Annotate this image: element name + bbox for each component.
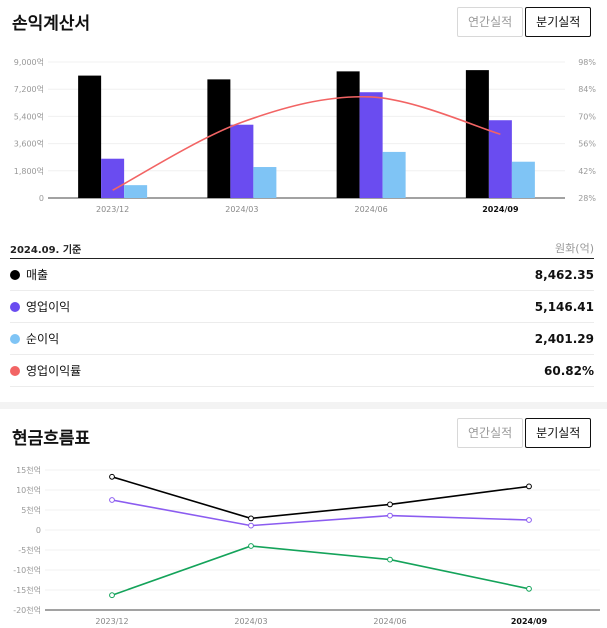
x-tick-label: 2024/03 (225, 205, 258, 214)
line-series-2 (111, 499, 530, 527)
y-tick-label: 9,000억 (14, 57, 44, 67)
y-tick-label: 0 (39, 194, 44, 203)
line-series-1 (111, 476, 530, 520)
legend-dot-net-income (10, 333, 20, 344)
bar-순이익 (253, 167, 277, 198)
bar-영업이익 (488, 120, 512, 198)
y2-tick-label: 84% (578, 85, 596, 94)
y-tick-label: 5천억 (21, 505, 41, 515)
row-value: 5,146.41 (534, 299, 594, 314)
x-tick-label: 2023/12 (96, 205, 129, 214)
point-series-2 (248, 522, 254, 529)
point-series-1 (526, 483, 532, 490)
legend-dot-operating-profit (10, 301, 20, 312)
basis-date: 2024.09. 기준 (10, 245, 82, 256)
cashflow-chart: -20천억 -15천억 -10천억 -5천억 0 5천억 10천억 15천억 2023/12 20… (13, 465, 600, 626)
y2-tick-label: 70% (578, 112, 596, 121)
bar-매출 (336, 71, 360, 198)
summary-row-operating-profit: 영업이익 5,146.41 (10, 291, 594, 323)
bar-순이익 (124, 185, 148, 198)
point-series-1 (248, 515, 254, 522)
summary-row-net-income: 순이익 2,401.29 (10, 323, 594, 355)
y-tick-label: 3,600억 (14, 139, 44, 149)
bar-매출 (207, 79, 231, 198)
point-series-2 (526, 517, 532, 523)
row-label: 순이익 (26, 332, 60, 346)
income-title: 손익계산서 (12, 14, 91, 34)
bar-영업이익 (230, 124, 254, 198)
summary-row-revenue: 매출 8,462.35 (10, 259, 594, 291)
income-chart: 0 1,800억 3,600억 5,400억 7,200억 9,000억 28% 42% 56%… (14, 57, 597, 214)
y-tick-label: 7,200억 (14, 84, 44, 94)
summary-header: 2024.09. 기준 원화(억) (10, 232, 594, 259)
row-label: 영업이익 (26, 300, 71, 314)
y-tick-label: 10천억 (16, 485, 41, 495)
row-value: 60.82% (544, 363, 594, 378)
cashflow-toggle: 연간실적 분기실적 (457, 418, 592, 448)
x-tick-label: 2024/06 (355, 205, 388, 214)
cashflow-quarterly-button[interactable]: 분기실적 (525, 418, 592, 448)
cashflow-title: 현금흐름표 (12, 429, 91, 449)
x-tick-label: 2023/12 (95, 617, 128, 626)
y-tick-label: -15천억 (13, 585, 41, 595)
bar-영업이익 (101, 158, 125, 198)
x-tick-label: 2024/06 (373, 617, 406, 626)
row-label: 매출 (26, 268, 49, 282)
point-series-3 (109, 592, 115, 599)
bar-매출 (78, 75, 102, 198)
point-series-2 (109, 497, 115, 503)
y-tick-label: 0 (36, 526, 41, 535)
row-value: 2,401.29 (534, 331, 594, 346)
income-toggle: 연간실적 분기실적 (457, 7, 592, 37)
income-annual-button[interactable]: 연간실적 (457, 7, 524, 37)
income-quarterly-button[interactable]: 분기실적 (525, 7, 592, 37)
point-series-1 (109, 473, 115, 480)
point-series-3 (387, 556, 393, 563)
y-tick-label: 5,400억 (14, 111, 44, 121)
y-tick-label: -10천억 (13, 565, 41, 575)
legend-dot-operating-margin (10, 365, 20, 376)
bar-매출 (465, 70, 489, 198)
y2-tick-label: 98% (578, 58, 596, 67)
x-tick-label: 2024/09 (482, 205, 519, 214)
point-series-2 (387, 512, 393, 519)
y-tick-label: 15천억 (16, 465, 41, 475)
point-series-3 (526, 585, 532, 592)
income-summary: 2024.09. 기준 원화(억) 매출 8,462.35 영업이익 5,146… (10, 232, 594, 387)
bar-순이익 (511, 161, 535, 198)
bar-순이익 (382, 151, 406, 198)
point-series-1 (387, 501, 393, 508)
section-divider (0, 402, 607, 409)
x-tick-label: 2024/09 (511, 617, 548, 626)
row-value: 8,462.35 (534, 267, 594, 282)
cashflow-annual-button[interactable]: 연간실적 (457, 418, 524, 448)
line-영업이익률 (112, 95, 501, 191)
unit-label: 원화(억) (555, 242, 594, 255)
legend-dot-revenue (10, 269, 20, 280)
x-tick-label: 2024/03 (234, 617, 267, 626)
y-tick-label: 1,800억 (14, 166, 44, 176)
summary-row-operating-margin: 영업이익률 60.82% (10, 355, 594, 387)
y-tick-label: -5천억 (18, 545, 41, 555)
row-label: 영업이익률 (26, 364, 82, 378)
bar-영업이익 (359, 92, 383, 198)
y2-tick-label: 42% (578, 167, 596, 176)
y-tick-label: -20천억 (13, 605, 41, 615)
point-series-3 (248, 543, 254, 549)
y2-tick-label: 28% (578, 194, 596, 203)
y2-tick-label: 56% (578, 140, 596, 149)
line-series-3 (111, 545, 530, 596)
